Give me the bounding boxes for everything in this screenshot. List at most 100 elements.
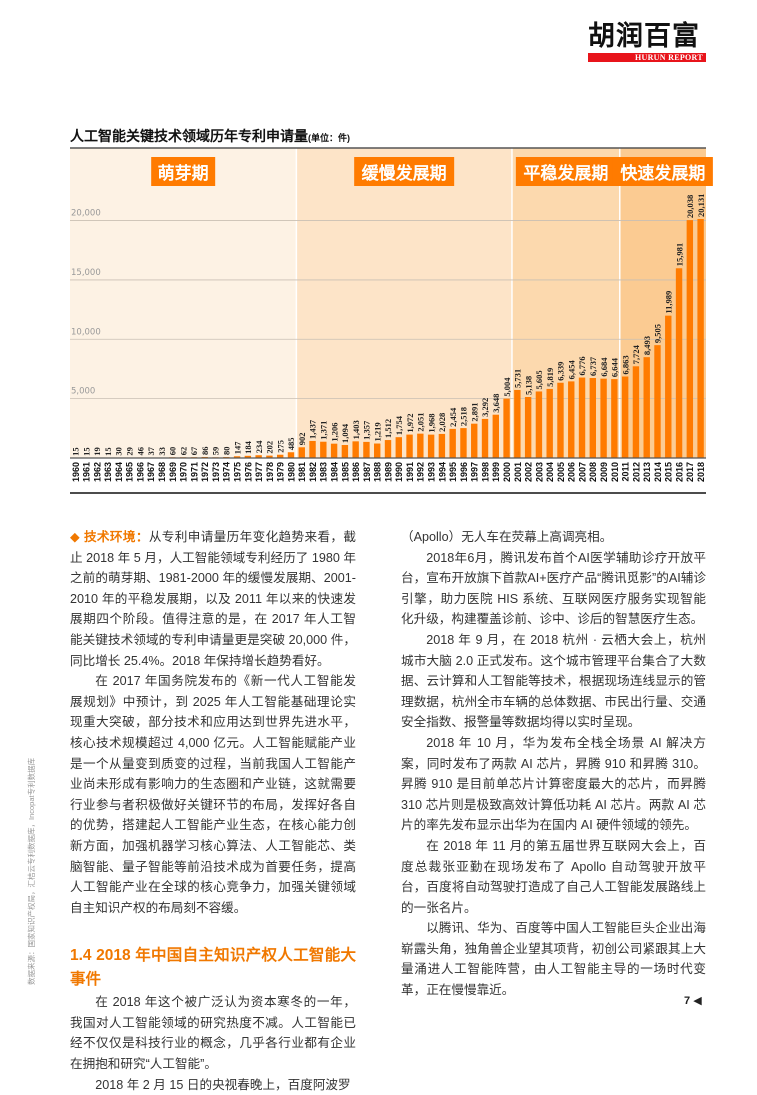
value-label-2004: 5,819	[545, 368, 555, 387]
value-label-1975: 147	[232, 441, 242, 455]
value-label-1983: 1,371	[319, 421, 329, 440]
year-label-1987: 1987	[362, 462, 372, 482]
value-label-1977: 234	[254, 440, 264, 454]
magazine-page: 胡润百富 HURUN REPORT 人工智能关键技术领域历年专利申请量(单位：件…	[0, 0, 757, 1024]
bar-2014	[654, 345, 660, 458]
section-heading: 1.4 2018 年中国自主知识产权人工智能大事件	[70, 944, 356, 992]
bar-1996	[460, 428, 466, 458]
bar-1994	[439, 434, 445, 458]
value-label-2001: 5,731	[513, 369, 523, 388]
bar-1987	[363, 442, 369, 458]
value-label-1964: 30	[114, 447, 124, 456]
year-label-1993: 1993	[427, 462, 437, 482]
bar-1995	[449, 429, 455, 458]
year-label-1995: 1995	[448, 462, 458, 482]
value-label-1990: 1,754	[394, 415, 404, 435]
value-label-1991: 1,972	[405, 413, 415, 432]
bar-2000	[503, 399, 509, 458]
year-label-1984: 1984	[330, 462, 340, 482]
phase-label: 快速发展期	[620, 163, 705, 184]
year-label-2018: 2018	[696, 462, 706, 482]
y-tick-label: 15,000	[71, 268, 101, 278]
left-column: ◆ 技术环境：从专利申请量历年变化趋势来看，截止 2018 年 5 月，人工智能…	[70, 527, 356, 1095]
bar-2011	[622, 377, 628, 458]
bar-2004	[546, 389, 552, 458]
bar-2001	[514, 390, 520, 458]
bar-1997	[471, 424, 477, 458]
value-label-2011: 6,863	[620, 355, 630, 374]
value-label-2000: 5,004	[502, 377, 512, 397]
value-label-1988: 1,219	[372, 422, 382, 441]
year-label-2001: 2001	[513, 462, 523, 482]
paragraph: 2018年6月，腾讯发布首个AI医学辅助诊疗开放平台，宣布开放旗下首款AI+医疗…	[401, 548, 706, 630]
value-label-2017: 20,038	[685, 195, 695, 218]
year-label-2003: 2003	[534, 462, 544, 482]
bar-2006	[568, 381, 574, 458]
value-label-1973: 59	[211, 447, 221, 456]
year-label-2009: 2009	[599, 462, 609, 482]
bar-2002	[525, 397, 531, 458]
year-label-2004: 2004	[545, 462, 555, 482]
value-label-2013: 8,493	[642, 336, 652, 355]
year-label-2000: 2000	[502, 462, 512, 482]
value-label-1971: 67	[189, 446, 199, 455]
bar-2007	[579, 378, 585, 458]
y-tick-label: 10,000	[71, 327, 101, 337]
year-label-1970: 1970	[179, 462, 189, 482]
value-label-1996: 2,518	[459, 407, 469, 426]
value-label-1965: 29	[124, 447, 134, 456]
value-label-1985: 1,094	[340, 423, 350, 443]
paragraph: ◆ 技术环境：从专利申请量历年变化趋势来看，截止 2018 年 5 月，人工智能…	[70, 527, 356, 671]
year-label-2012: 2012	[631, 462, 641, 482]
value-label-1986: 1,403	[351, 420, 361, 439]
value-label-1974: 80	[222, 447, 232, 456]
year-label-1963: 1963	[103, 462, 113, 482]
year-label-1969: 1969	[168, 462, 178, 482]
value-label-2005: 6,339	[556, 362, 566, 381]
value-label-2010: 6,644	[610, 357, 620, 377]
year-label-1977: 1977	[254, 462, 264, 482]
page-number-text: 7	[684, 995, 690, 1007]
value-label-1972: 86	[200, 446, 210, 455]
paragraph-text: 从专利申请量历年变化趋势来看，截止 2018 年 5 月，人工智能领域专利经历了…	[70, 530, 356, 668]
value-label-1995: 2,454	[448, 407, 458, 427]
value-label-2008: 6,737	[588, 356, 598, 376]
value-label-1978: 202	[265, 441, 275, 454]
year-label-1968: 1968	[157, 462, 167, 482]
value-label-1967: 37	[146, 446, 156, 455]
bar-2010	[611, 379, 617, 458]
year-label-1976: 1976	[243, 462, 253, 482]
value-label-1982: 1,437	[308, 419, 318, 439]
value-label-1989: 1,512	[383, 419, 393, 438]
bar-2009	[600, 379, 606, 458]
bar-1982	[309, 441, 315, 458]
year-label-1985: 1985	[340, 462, 350, 482]
bar-1986	[352, 441, 358, 458]
value-label-1979: 275	[275, 440, 285, 453]
bar-1998	[482, 419, 488, 458]
patent-bar-chart: 萌芽期缓慢发展期平稳发展期快速发展期5,00010,00015,00020,00…	[0, 0, 757, 500]
value-label-1998: 3,292	[480, 398, 490, 417]
value-label-1992: 2,051	[416, 413, 426, 432]
value-label-1961: 15	[81, 447, 91, 456]
value-label-1984: 1,206	[329, 423, 339, 442]
value-label-1994: 2,028	[437, 413, 447, 432]
year-label-2016: 2016	[674, 462, 684, 482]
paragraph: 在 2017 年国务院发布的《新一代人工智能发展规划》中预计，到 2025 年人…	[70, 671, 356, 918]
value-label-1969: 60	[168, 447, 178, 456]
value-label-1981: 902	[297, 433, 307, 446]
phase-label: 萌芽期	[158, 163, 209, 184]
year-label-1979: 1979	[276, 462, 286, 482]
year-label-2005: 2005	[556, 462, 566, 482]
year-label-1974: 1974	[222, 462, 232, 482]
page-number: 7 ◀	[684, 994, 702, 1007]
value-label-2006: 6,454	[566, 360, 576, 380]
year-label-1960: 1960	[71, 462, 81, 482]
year-label-2007: 2007	[577, 462, 587, 482]
arrow-left-icon: ◀	[693, 995, 701, 1007]
bar-2015	[665, 316, 671, 458]
year-label-1983: 1983	[319, 462, 329, 482]
year-label-1965: 1965	[125, 462, 135, 482]
bar-2013	[644, 357, 650, 458]
value-label-2002: 5,138	[523, 376, 533, 395]
